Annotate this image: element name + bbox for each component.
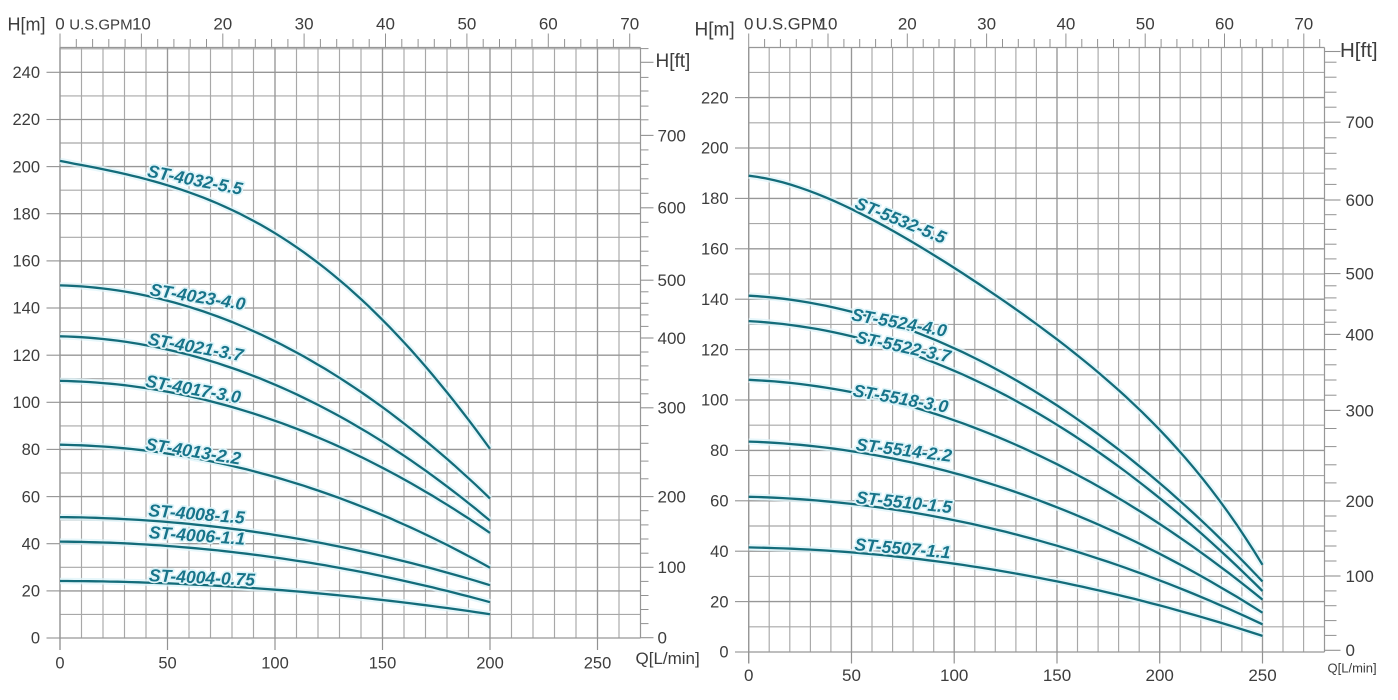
svg-text:80: 80	[22, 441, 40, 459]
svg-text:300: 300	[1346, 401, 1374, 420]
svg-text:150: 150	[369, 655, 397, 673]
svg-text:H[m]: H[m]	[695, 20, 735, 41]
svg-text:160: 160	[701, 241, 729, 259]
svg-text:200: 200	[1146, 666, 1174, 685]
svg-text:500: 500	[658, 271, 686, 290]
svg-text:60: 60	[22, 488, 40, 506]
svg-text:50: 50	[457, 15, 476, 34]
svg-text:100: 100	[261, 655, 289, 673]
svg-text:70: 70	[1294, 15, 1313, 34]
svg-text:140: 140	[701, 291, 729, 309]
svg-text:240: 240	[12, 64, 40, 82]
svg-text:50: 50	[1136, 15, 1155, 34]
svg-text:0: 0	[55, 655, 64, 673]
svg-text:200: 200	[701, 140, 729, 158]
svg-text:U.S.GPM: U.S.GPM	[69, 17, 132, 34]
svg-text:180: 180	[12, 205, 40, 223]
svg-text:Q[L/min]: Q[L/min]	[1328, 661, 1377, 676]
svg-text:30: 30	[977, 15, 996, 34]
svg-text:200: 200	[658, 488, 686, 507]
svg-text:100: 100	[12, 394, 40, 412]
svg-text:H[m]: H[m]	[8, 15, 46, 35]
svg-text:40: 40	[376, 15, 395, 34]
svg-text:400: 400	[658, 329, 686, 348]
svg-text:120: 120	[701, 341, 729, 359]
svg-text:0: 0	[744, 666, 753, 685]
svg-text:10: 10	[132, 15, 151, 34]
svg-text:40: 40	[710, 543, 728, 561]
svg-text:200: 200	[12, 158, 40, 176]
svg-text:220: 220	[701, 89, 729, 107]
svg-text:180: 180	[701, 190, 729, 208]
svg-text:40: 40	[1056, 15, 1075, 34]
svg-text:80: 80	[710, 442, 728, 460]
svg-text:250: 250	[1248, 666, 1276, 685]
svg-text:400: 400	[1346, 325, 1374, 344]
svg-text:50: 50	[158, 655, 176, 673]
svg-text:160: 160	[12, 253, 40, 271]
svg-text:600: 600	[1346, 191, 1374, 210]
svg-text:700: 700	[1346, 113, 1374, 132]
svg-text:70: 70	[620, 15, 639, 34]
svg-text:200: 200	[476, 655, 504, 673]
svg-text:30: 30	[295, 15, 314, 34]
svg-text:700: 700	[658, 126, 686, 145]
svg-text:60: 60	[1215, 15, 1234, 34]
svg-text:220: 220	[12, 111, 40, 129]
svg-text:Q[L/min]: Q[L/min]	[636, 649, 700, 668]
svg-text:100: 100	[1346, 567, 1374, 586]
svg-text:H[ft]: H[ft]	[656, 51, 691, 72]
svg-text:50: 50	[842, 666, 861, 685]
svg-text:20: 20	[22, 583, 40, 601]
svg-text:0: 0	[31, 630, 40, 648]
svg-text:200: 200	[1346, 492, 1374, 511]
svg-text:140: 140	[12, 300, 40, 318]
svg-text:20: 20	[898, 15, 917, 34]
svg-text:100: 100	[701, 392, 729, 410]
svg-text:H[ft]: H[ft]	[1340, 39, 1378, 62]
svg-text:40: 40	[22, 535, 40, 553]
svg-text:150: 150	[1043, 666, 1071, 685]
svg-text:U.S.GPM: U.S.GPM	[756, 16, 826, 34]
svg-text:60: 60	[539, 15, 558, 34]
svg-text:0: 0	[658, 629, 667, 648]
svg-text:0: 0	[719, 644, 728, 662]
svg-text:600: 600	[658, 199, 686, 218]
svg-text:60: 60	[710, 493, 728, 511]
svg-text:250: 250	[584, 655, 612, 673]
svg-text:0: 0	[744, 15, 753, 34]
svg-text:0: 0	[55, 15, 64, 34]
svg-text:20: 20	[213, 15, 232, 34]
svg-text:120: 120	[12, 347, 40, 365]
svg-text:100: 100	[658, 558, 686, 577]
svg-text:10: 10	[819, 15, 838, 34]
svg-text:300: 300	[658, 399, 686, 418]
svg-text:20: 20	[710, 593, 728, 611]
svg-text:100: 100	[940, 666, 968, 685]
svg-text:0: 0	[1346, 641, 1355, 660]
svg-text:500: 500	[1346, 265, 1374, 284]
